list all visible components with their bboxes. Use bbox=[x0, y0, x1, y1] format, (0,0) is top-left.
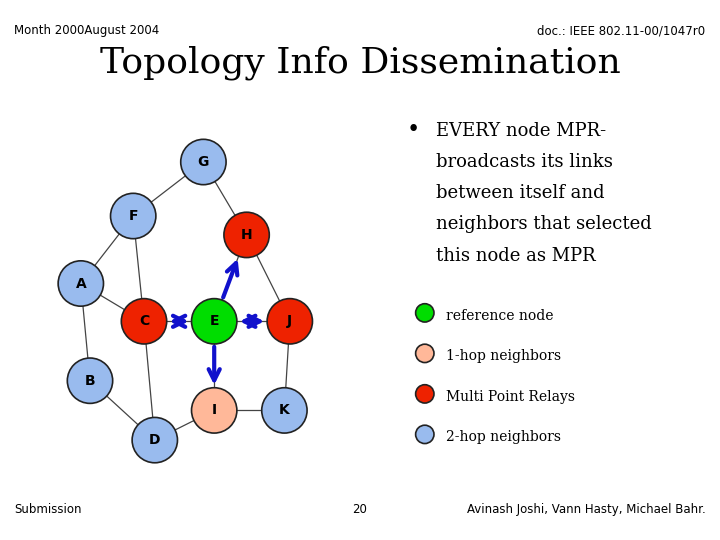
Text: I: I bbox=[212, 403, 217, 417]
Text: E: E bbox=[210, 314, 219, 328]
Circle shape bbox=[267, 299, 312, 344]
Text: Avinash Joshi, Vann Hasty, Michael Bahr.: Avinash Joshi, Vann Hasty, Michael Bahr. bbox=[467, 503, 706, 516]
Text: EVERY node MPR-: EVERY node MPR- bbox=[436, 122, 606, 139]
Text: 2-hop neighbors: 2-hop neighbors bbox=[446, 430, 562, 444]
Circle shape bbox=[111, 193, 156, 239]
Circle shape bbox=[58, 261, 104, 306]
Text: this node as MPR: this node as MPR bbox=[436, 247, 595, 265]
Text: K: K bbox=[279, 403, 289, 417]
Text: Month 2000August 2004: Month 2000August 2004 bbox=[14, 24, 160, 37]
Text: A: A bbox=[76, 276, 86, 291]
Circle shape bbox=[181, 139, 226, 185]
Circle shape bbox=[224, 212, 269, 258]
Circle shape bbox=[192, 299, 237, 344]
Text: F: F bbox=[128, 209, 138, 223]
Circle shape bbox=[415, 384, 434, 403]
Circle shape bbox=[415, 303, 434, 322]
Text: D: D bbox=[149, 433, 161, 447]
Circle shape bbox=[68, 358, 113, 403]
Circle shape bbox=[132, 417, 178, 463]
Text: Topology Info Dissemination: Topology Info Dissemination bbox=[99, 46, 621, 80]
Circle shape bbox=[415, 425, 434, 443]
Circle shape bbox=[122, 299, 167, 344]
Text: B: B bbox=[85, 374, 95, 388]
Text: 1-hop neighbors: 1-hop neighbors bbox=[446, 349, 562, 363]
Text: Multi Point Relays: Multi Point Relays bbox=[446, 390, 575, 404]
Text: G: G bbox=[198, 155, 209, 169]
Text: broadcasts its links: broadcasts its links bbox=[436, 153, 613, 171]
Text: H: H bbox=[240, 228, 253, 242]
Text: between itself and: between itself and bbox=[436, 184, 604, 202]
Circle shape bbox=[415, 344, 434, 362]
Text: C: C bbox=[139, 314, 149, 328]
Text: 20: 20 bbox=[353, 503, 367, 516]
Text: •: • bbox=[407, 119, 420, 141]
Circle shape bbox=[262, 388, 307, 433]
Text: Submission: Submission bbox=[14, 503, 82, 516]
Text: neighbors that selected: neighbors that selected bbox=[436, 215, 652, 233]
Text: doc.: IEEE 802.11-00/1047r0: doc.: IEEE 802.11-00/1047r0 bbox=[537, 24, 706, 37]
Text: reference node: reference node bbox=[446, 309, 554, 323]
Circle shape bbox=[192, 388, 237, 433]
Text: J: J bbox=[287, 314, 292, 328]
